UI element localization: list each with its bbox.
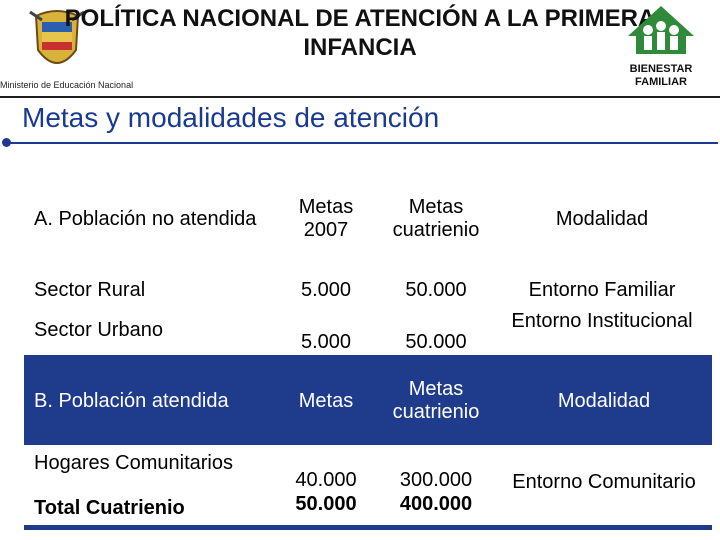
colombia-coat-of-arms-icon <box>29 10 85 64</box>
table-row-urbano-modalidad: Entorno Institucional <box>511 310 693 332</box>
table-row-rural-modalidad: Entorno Familiar <box>528 278 676 301</box>
table-row-hogares-modalidad: Entorno Comunitario <box>512 470 696 493</box>
table-b-header-metas-cuatrienio: Metas cuatrienio <box>392 378 480 423</box>
table-b-divider <box>496 445 498 525</box>
table-row-rural-label: Sector Rural <box>34 278 146 301</box>
table-a: A. Población no atendida Metas 2007 Meta… <box>24 160 712 360</box>
table-b-header-modalidad: Modalidad <box>557 389 651 412</box>
table-row-hogares-metas-cuatrienio: 300.000 <box>399 468 473 491</box>
table-row-urbano-metas-cuatrienio: 50.000 <box>405 330 467 353</box>
table-b-divider <box>274 445 276 525</box>
table-row-total-metas: 50.000 <box>295 492 357 515</box>
slide-header <box>0 0 720 98</box>
table-row-urbano-metas-2007: 5.000 <box>300 330 352 353</box>
table-row-hogares-label: Hogares Comunitarios <box>34 452 233 474</box>
table-row-total-metas-cuatrienio: 400.000 <box>399 492 473 515</box>
table-b-header-poblacion: B. Población atendida <box>34 389 229 412</box>
ministry-label: Ministerio de Educación Nacional <box>0 80 134 90</box>
table-a-header-poblacion: A. Población no atendida <box>34 207 257 230</box>
table-a-header-metas-2007: Metas 2007 <box>298 196 354 241</box>
bienestar-logo-text: BIENESTAR FAMILIAR <box>629 63 693 88</box>
family-house-icon <box>628 6 694 54</box>
table-row-total-label: Total Cuatrienio <box>34 496 185 519</box>
table-a-header-modalidad: Modalidad <box>555 207 649 230</box>
section-subtitle: Metas y modalidades de atención <box>22 102 440 133</box>
table-row-rural-metas-2007: 5.000 <box>300 278 352 301</box>
table-row-hogares-metas: 40.000 <box>295 468 357 491</box>
table-b-divider <box>376 445 378 525</box>
table-row-rural-metas-cuatrienio: 50.000 <box>405 278 467 301</box>
table-b-header-metas: Metas <box>298 389 354 412</box>
table-row-urbano-label: Sector Urbano <box>34 318 163 341</box>
table-a-header-metas-cuatrienio: Metas cuatrienio <box>392 196 480 241</box>
bienestar-familiar-logo: BIENESTAR FAMILIAR <box>622 2 700 88</box>
subtitle-rule <box>6 142 718 144</box>
table-b-body <box>24 445 712 525</box>
slide-title: POLÍTICA NACIONAL DE ATENCIÓN A LA PRIME… <box>64 5 656 61</box>
